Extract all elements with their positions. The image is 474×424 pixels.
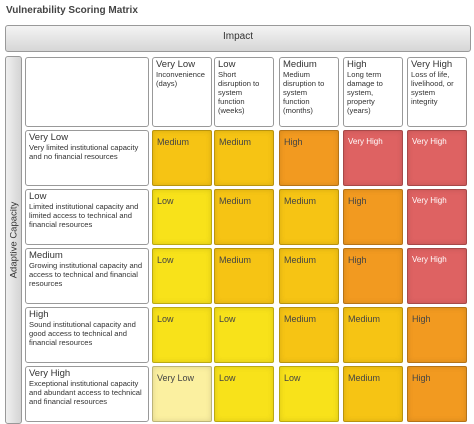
corner-cell	[25, 57, 149, 127]
row-heading: Low	[29, 191, 47, 202]
row-description: Exceptional institutional capacity and a…	[29, 379, 142, 406]
column-heading: Very Low	[156, 59, 196, 70]
score-cell: High	[279, 130, 339, 186]
score-cell: Medium	[279, 189, 339, 245]
score-cell: Low	[279, 366, 339, 422]
title: Vulnerability Scoring Matrix	[6, 5, 138, 16]
row-heading: Very Low	[29, 132, 69, 143]
score-cell: Low	[152, 307, 212, 363]
row-header: Very High Exceptional institutional capac…	[25, 366, 149, 422]
capacity-label: Adaptive Capacity	[8, 201, 19, 279]
column-description: Inconvenience (days)	[156, 70, 205, 88]
row-heading: Medium	[29, 250, 63, 261]
score-cell: Medium	[152, 130, 212, 186]
impact-header: Impact	[5, 25, 471, 52]
score-cell: Very Low	[152, 366, 212, 422]
score-cell: Low	[214, 307, 274, 363]
column-heading: Medium	[283, 59, 317, 70]
row-header: Very Low Very limited institutional capac…	[25, 130, 149, 186]
row-header: Medium Growing institutional capacity and…	[25, 248, 149, 304]
score-cell: Low	[152, 189, 212, 245]
score-cell: Medium	[279, 307, 339, 363]
score-cell: High	[407, 366, 467, 422]
column-description: Short disruption to system function (wee…	[218, 70, 260, 115]
row-description: Limited institutional capacity and limit…	[29, 202, 139, 229]
row-heading: Very High	[29, 368, 71, 379]
row-header: High Sound institutional capacity and goo…	[25, 307, 149, 363]
column-heading: Very High	[411, 59, 453, 70]
column-heading: Low	[218, 59, 236, 70]
column-header: Low Short disruption to system function (…	[214, 57, 274, 127]
row-header: Low Limited institutional capacity and li…	[25, 189, 149, 245]
score-cell: Very High	[407, 189, 467, 245]
row-description: Sound institutional capacity and good ac…	[29, 320, 136, 347]
score-cell: Very High	[407, 130, 467, 186]
column-heading: High	[347, 59, 367, 70]
column-header: Medium Medium disruption to system functi…	[279, 57, 339, 127]
column-description: Long term damage to system, property (ye…	[347, 70, 383, 115]
score-cell: High	[343, 248, 403, 304]
score-cell: Medium	[279, 248, 339, 304]
column-description: Medium disruption to system function (mo…	[283, 70, 325, 115]
column-header: Very Low Inconvenience (days)	[152, 57, 212, 127]
capacity-bar: Adaptive Capacity	[5, 56, 22, 424]
score-cell: Very High	[407, 248, 467, 304]
score-cell: Very High	[343, 130, 403, 186]
score-cell: High	[343, 189, 403, 245]
row-description: Very limited institutional capacity and …	[29, 143, 139, 161]
score-cell: Medium	[214, 248, 274, 304]
score-cell: High	[407, 307, 467, 363]
score-cell: Medium	[343, 307, 403, 363]
score-cell: Low	[214, 366, 274, 422]
score-cell: Medium	[214, 130, 274, 186]
row-heading: High	[29, 309, 49, 320]
score-cell: Low	[152, 248, 212, 304]
row-description: Growing institutional capacity and acces…	[29, 261, 143, 288]
column-description: Loss of life, livelihood, or system inte…	[411, 70, 454, 106]
column-header: High Long term damage to system, property…	[343, 57, 403, 127]
score-cell: Medium	[214, 189, 274, 245]
column-header: Very High Loss of life, livelihood, or sy…	[407, 57, 467, 127]
score-cell: Medium	[343, 366, 403, 422]
